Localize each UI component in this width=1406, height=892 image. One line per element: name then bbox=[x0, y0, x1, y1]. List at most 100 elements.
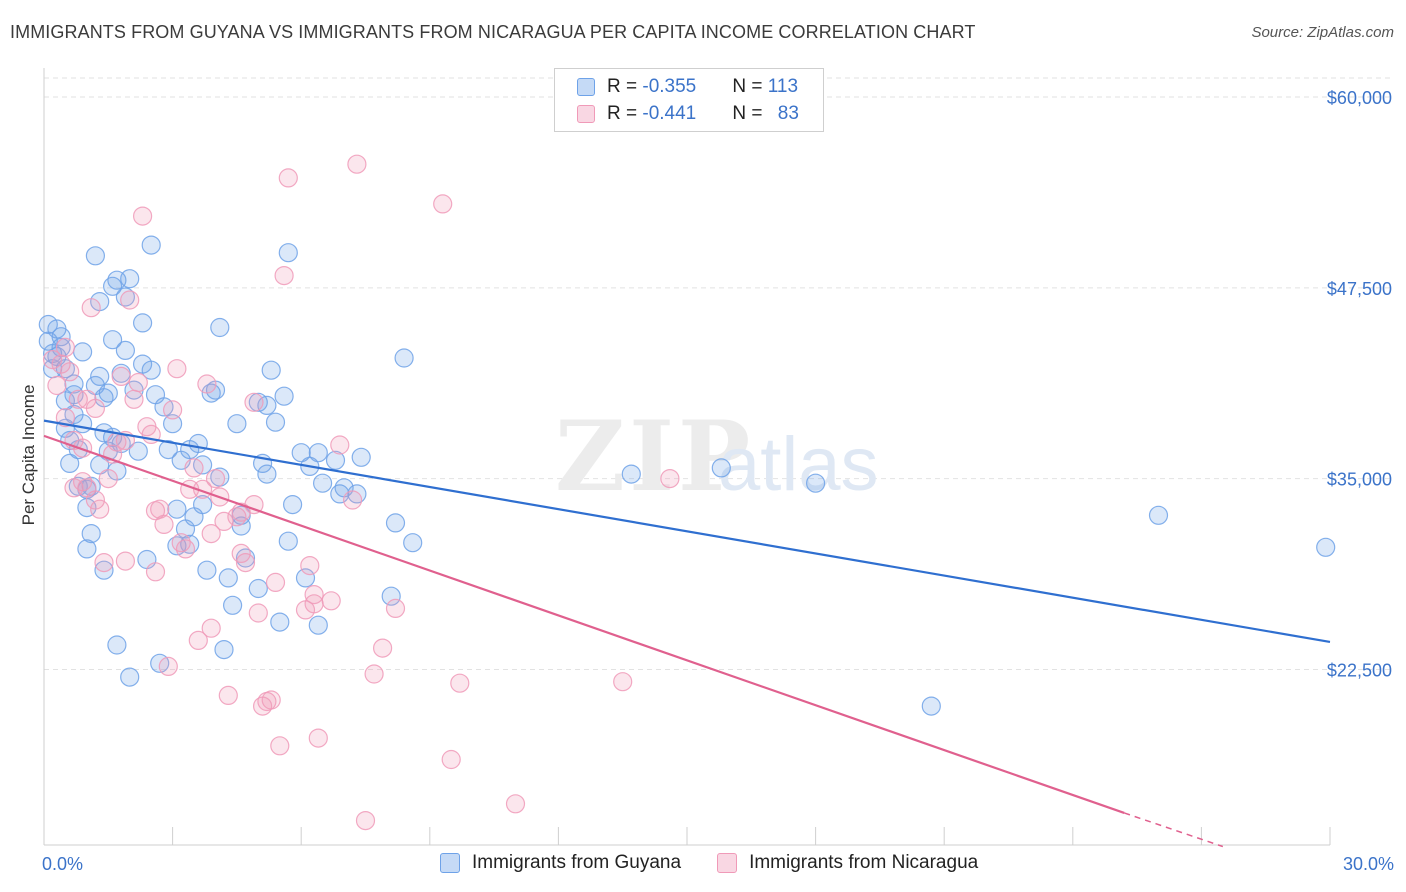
point-1-77 bbox=[433, 194, 453, 214]
point-0-0 bbox=[38, 314, 58, 335]
point-1-46 bbox=[205, 469, 226, 489]
chart-title: IMMIGRANTS FROM GUYANA VS IMMIGRANTS FRO… bbox=[10, 22, 976, 42]
point-0-84 bbox=[257, 464, 277, 484]
legend-swatch-guyana bbox=[577, 78, 595, 96]
point-0-48 bbox=[128, 441, 148, 461]
point-0-34 bbox=[98, 383, 118, 403]
series-label-nicaragua: Immigrants from Nicaragua bbox=[749, 852, 979, 873]
point-0-66 bbox=[188, 433, 208, 454]
point-1-18 bbox=[98, 469, 118, 489]
legend-r-label: R = bbox=[607, 103, 643, 124]
point-0-96 bbox=[308, 443, 328, 463]
point-0-49 bbox=[133, 313, 153, 333]
point-1-75 bbox=[373, 638, 393, 658]
y-axis-label: Per Capita Income bbox=[19, 385, 38, 526]
point-1-76 bbox=[385, 598, 406, 619]
legend-r-value: -0.355 bbox=[642, 76, 697, 97]
point-0-74 bbox=[214, 639, 234, 660]
point-0-12 bbox=[60, 453, 80, 473]
point-1-70 bbox=[330, 435, 350, 455]
point-0-22 bbox=[77, 539, 97, 559]
point-0-53 bbox=[141, 360, 161, 380]
point-1-34 bbox=[158, 656, 178, 677]
point-1-0 bbox=[42, 350, 63, 370]
point-0-52 bbox=[141, 235, 161, 255]
point-0-92 bbox=[283, 495, 303, 515]
legend-n-value: 113 bbox=[767, 76, 799, 97]
point-1-81 bbox=[613, 672, 633, 692]
x-tick-label-max: 30.0% bbox=[1343, 854, 1394, 874]
point-0-91 bbox=[278, 243, 298, 263]
point-1-55 bbox=[244, 392, 264, 412]
point-1-13 bbox=[81, 298, 101, 318]
point-1-73 bbox=[355, 810, 376, 831]
point-0-90 bbox=[278, 531, 298, 551]
point-0-99 bbox=[325, 450, 346, 470]
trend-line-1 bbox=[43, 434, 1125, 814]
legend-n-label: N = bbox=[732, 103, 768, 124]
point-1-32 bbox=[150, 499, 170, 519]
series-legend-nicaragua: Immigrants from Nicaragua bbox=[717, 852, 978, 874]
point-1-43 bbox=[197, 374, 217, 394]
series-legend: Immigrants from Guyana Immigrants from N… bbox=[440, 852, 1014, 874]
point-1-41 bbox=[188, 630, 208, 651]
point-1-68 bbox=[308, 728, 328, 748]
point-0-113 bbox=[1316, 537, 1336, 557]
point-1-53 bbox=[235, 552, 256, 573]
legend-r-value: -0.441 bbox=[642, 103, 697, 124]
point-0-93 bbox=[291, 443, 311, 463]
point-0-38 bbox=[107, 635, 127, 655]
data-points bbox=[38, 154, 1336, 831]
point-0-69 bbox=[197, 560, 217, 580]
point-1-82 bbox=[660, 469, 680, 489]
point-0-14 bbox=[64, 374, 84, 394]
legend-swatch-nicaragua bbox=[577, 105, 595, 123]
point-1-30 bbox=[145, 562, 166, 582]
point-1-60 bbox=[265, 572, 286, 593]
watermark-atlas: atlas bbox=[718, 422, 879, 507]
point-0-108 bbox=[621, 464, 641, 484]
point-1-63 bbox=[278, 168, 298, 188]
point-1-4 bbox=[55, 337, 76, 357]
point-0-112 bbox=[1148, 505, 1169, 525]
point-1-61 bbox=[270, 736, 290, 756]
point-1-27 bbox=[133, 206, 153, 226]
point-1-14 bbox=[85, 398, 106, 418]
point-0-67 bbox=[193, 495, 213, 515]
point-0-25 bbox=[85, 246, 106, 266]
point-1-21 bbox=[111, 366, 131, 386]
grid-lines bbox=[44, 77, 1394, 670]
point-1-74 bbox=[364, 664, 384, 684]
point-0-89 bbox=[274, 386, 294, 406]
point-1-71 bbox=[343, 490, 363, 510]
point-1-45 bbox=[201, 618, 221, 638]
point-1-65 bbox=[300, 555, 320, 576]
point-0-76 bbox=[223, 595, 243, 615]
tick-labels: $60,000 $47,500 $35,000 $22,500 0.0% 30.0% bbox=[42, 88, 1394, 874]
point-0-111 bbox=[921, 696, 941, 716]
point-1-33 bbox=[154, 514, 174, 535]
point-1-9 bbox=[72, 438, 93, 458]
y-tick-label-1: $47,500 bbox=[1327, 279, 1392, 299]
point-0-109 bbox=[711, 458, 731, 478]
point-0-46 bbox=[120, 667, 140, 687]
legend-r-label: R = bbox=[607, 76, 643, 97]
point-1-35 bbox=[163, 400, 183, 420]
point-1-44 bbox=[201, 523, 221, 544]
point-1-59 bbox=[261, 690, 281, 710]
point-0-98 bbox=[313, 473, 333, 493]
legend-row-nicaragua: R = -0.441 N = 83 bbox=[577, 102, 799, 126]
point-0-36 bbox=[102, 330, 123, 350]
point-1-62 bbox=[274, 266, 294, 286]
series-swatch-nicaragua bbox=[717, 853, 738, 873]
point-0-86 bbox=[261, 360, 281, 380]
y-tick-label-3: $22,500 bbox=[1327, 660, 1392, 680]
trend-line-0 bbox=[43, 419, 1331, 644]
point-1-40 bbox=[184, 458, 204, 478]
point-0-104 bbox=[381, 586, 401, 606]
point-0-88 bbox=[270, 612, 290, 632]
point-1-15 bbox=[85, 490, 106, 510]
axes bbox=[43, 68, 1331, 846]
point-0-82 bbox=[248, 578, 268, 599]
y-tick-label-2: $35,000 bbox=[1327, 470, 1392, 490]
